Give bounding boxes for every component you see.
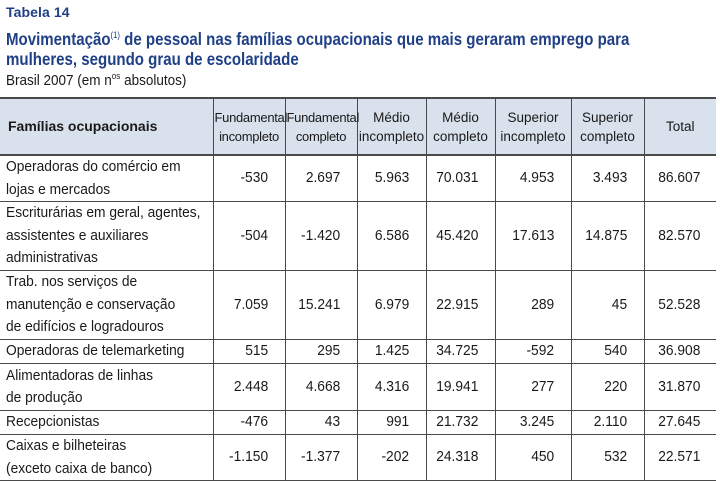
value-cell: 4.953	[494, 155, 571, 202]
header-total: Total	[643, 97, 716, 156]
table-row: Operadoras do comércio em lojas e mercado…	[0, 155, 716, 202]
value-cell: 22.571	[643, 434, 716, 481]
table-row: Alimentadoras de linhas de produção 2.448 4…	[0, 363, 716, 411]
row-label-line: Escriturárias em geral, agentes,	[6, 205, 201, 222]
table-row: Operadoras de telemarketing 515 295 1.425 34…	[0, 339, 716, 364]
value-cell: 3.493	[570, 155, 644, 202]
value-cell: 289	[494, 270, 571, 340]
row-label-line: Trab. nos serviços de	[6, 274, 138, 291]
title-text-end: de pessoal nas famílias ocupacionais que…	[120, 29, 630, 49]
value-cell: 52.528	[643, 270, 716, 340]
value-cell: 22.915	[425, 270, 495, 340]
value-cell: -592	[494, 339, 571, 364]
value-cell: 21.732	[425, 410, 495, 435]
row-label: Escriturárias em geral, agentes, assisten…	[0, 201, 213, 271]
value-cell: 82.570	[643, 201, 716, 271]
row-label-line: administrativas	[6, 250, 98, 267]
header-superior-incompleto: Superior incompleto	[494, 97, 571, 156]
header-familias: Famílias ocupacionais	[0, 97, 213, 156]
value-cell: 220	[570, 363, 644, 411]
value-cell: 2.110	[570, 410, 644, 435]
value-cell: 450	[494, 434, 571, 481]
value-cell: -1.420	[284, 201, 357, 271]
row-label: Operadoras do comércio em lojas e mercado…	[0, 155, 213, 202]
value-cell: 27.645	[643, 410, 716, 435]
value-cell: 991	[356, 410, 426, 435]
value-cell: 3.245	[494, 410, 571, 435]
header-fundamental-completo: Fundamental completo	[284, 97, 359, 156]
title-line-2: mulheres, segundo grau de escolaridade	[6, 49, 299, 69]
value-cell: 70.031	[425, 155, 495, 202]
row-label: Recepcionistas	[0, 410, 213, 435]
value-cell: 2.697	[284, 155, 357, 202]
value-cell: 43	[284, 410, 357, 435]
header-row: Famílias ocupacionais Fundamental incompl…	[0, 97, 716, 156]
value-cell: 277	[494, 363, 571, 411]
row-label-line: assistentes e auxiliares	[6, 227, 149, 244]
subtitle-before: Brasil 2007 (em n	[6, 72, 112, 89]
row-label: Alimentadoras de linhas de produção	[0, 363, 213, 411]
row-label-line: Operadoras do comércio em	[6, 159, 181, 175]
value-cell: 31.870	[643, 363, 716, 411]
value-cell: 36.908	[643, 339, 716, 364]
value-cell: 14.875	[570, 201, 644, 271]
row-label-line: manutenção e conservação	[6, 296, 176, 313]
table-body: Operadoras do comércio em lojas e mercado…	[0, 155, 716, 481]
subtitle-after: absolutos)	[120, 72, 187, 89]
row-label-line: Operadoras de telemarketing	[6, 343, 185, 360]
row-label-line: de edifícios e logradouros	[6, 319, 164, 336]
value-cell: -504	[212, 201, 285, 271]
value-cell: 7.059	[212, 270, 285, 340]
value-cell: 540	[570, 339, 644, 364]
header-superior-completo: Superior completo	[570, 97, 644, 156]
table-row: Recepcionistas -476 43 991 21.732 3.245 2.110 2…	[0, 410, 716, 435]
value-cell: 17.613	[494, 201, 571, 271]
table-row: Escriturárias em geral, agentes, assisten…	[0, 201, 716, 271]
table-title: Movimentação(1) de pessoal nas famílias …	[6, 25, 629, 69]
value-cell: 532	[570, 434, 644, 481]
value-cell: 45.420	[425, 201, 495, 271]
row-label: Trab. nos serviços de manutenção e conser…	[0, 270, 213, 340]
title-footnote-ref: (1)	[110, 30, 121, 40]
row-label: Operadoras de telemarketing	[0, 339, 213, 364]
table-row: Trab. nos serviços de manutenção e conser…	[0, 270, 716, 340]
value-cell: -1.150	[212, 434, 285, 481]
value-cell: 4.316	[356, 363, 426, 411]
value-cell: -530	[212, 155, 285, 202]
row-label-line: de produção	[6, 390, 83, 406]
row-label-line: (exceto caixa de banco)	[6, 460, 153, 477]
value-cell: 86.607	[643, 155, 716, 202]
table-subtitle: Brasil 2007 (em nos absolutos)	[6, 71, 186, 89]
header-medio-incompleto: Médio incompleto	[356, 97, 426, 156]
row-label-line: Caixas e bilheteiras	[6, 438, 127, 454]
value-cell: 295	[284, 339, 357, 364]
value-cell: 34.725	[425, 339, 495, 364]
data-table: Famílias ocupacionais Fundamental incompl…	[0, 97, 716, 481]
value-cell: -476	[212, 410, 285, 435]
value-cell: 24.318	[425, 434, 495, 481]
value-cell: 19.941	[425, 363, 495, 411]
table-row: Caixas e bilheteiras (exceto caixa de ban…	[0, 434, 716, 481]
title-text-start: Movimentação	[6, 29, 111, 49]
table-label: Tabela 14	[6, 4, 70, 20]
row-label-line: Alimentadoras de linhas	[6, 367, 154, 384]
value-cell: 1.425	[356, 339, 426, 364]
header-fundamental-incompleto: Fundamental incompleto	[212, 97, 287, 156]
value-cell: -202	[356, 434, 426, 481]
row-label: Caixas e bilheteiras (exceto caixa de ban…	[0, 434, 213, 481]
row-label-line: Recepcionistas	[6, 414, 100, 431]
value-cell: 515	[212, 339, 285, 364]
value-cell: 45	[570, 270, 644, 340]
header-medio-completo: Médio completo	[425, 97, 495, 156]
row-label-line: lojas e mercados	[6, 181, 111, 198]
value-cell: 6.979	[356, 270, 426, 340]
value-cell: 15.241	[284, 270, 357, 340]
value-cell: 2.448	[212, 363, 285, 411]
value-cell: -1.377	[284, 434, 357, 481]
value-cell: 6.586	[356, 201, 426, 271]
subtitle-sup: os	[111, 71, 121, 81]
value-cell: 4.668	[284, 363, 357, 411]
value-cell: 5.963	[356, 155, 426, 202]
